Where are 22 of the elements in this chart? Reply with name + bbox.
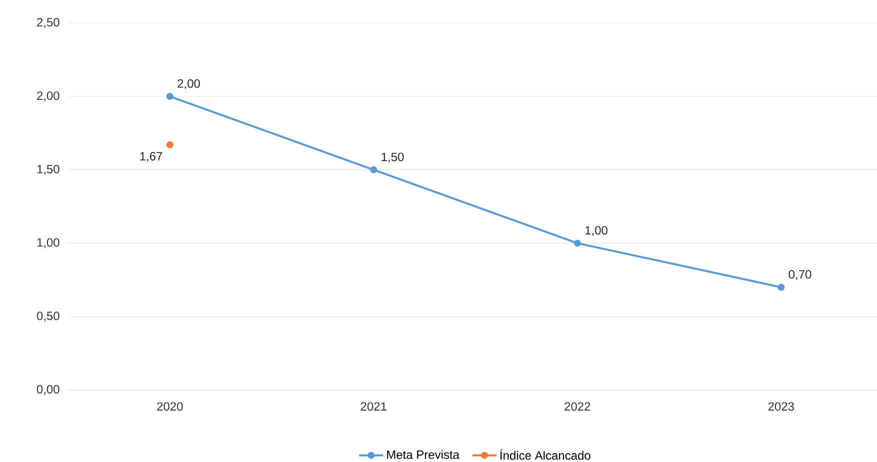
- y-tick-label: 1,00: [37, 238, 60, 248]
- y-tick-label: 0,00: [36, 385, 60, 395]
- x-tick-label: 2023: [768, 402, 794, 411]
- data-label: 1,67: [140, 152, 162, 162]
- y-tick-label: 2,00: [37, 91, 60, 102]
- point: [370, 166, 378, 174]
- data-label: 2,00: [178, 79, 200, 90]
- data-label: 1,50: [382, 152, 404, 163]
- point: [166, 92, 174, 100]
- x-tick-label: 2020: [157, 402, 183, 411]
- point: [574, 240, 581, 247]
- point: [166, 141, 174, 148]
- x-tick-label: 2022: [564, 402, 590, 411]
- legend-label: Índice Alcancado: [500, 449, 590, 460]
- legend-label: Meta Prevista: [387, 450, 460, 459]
- y-tick-label: 0,50: [36, 312, 60, 322]
- data-label: 1,00: [586, 226, 608, 236]
- point: [778, 284, 785, 291]
- y-tick-label: 1,50: [37, 164, 60, 175]
- data-label: 0,70: [788, 270, 812, 280]
- y-tick-label: 2,50: [37, 18, 60, 28]
- x-tick-label: 2021: [360, 402, 386, 411]
